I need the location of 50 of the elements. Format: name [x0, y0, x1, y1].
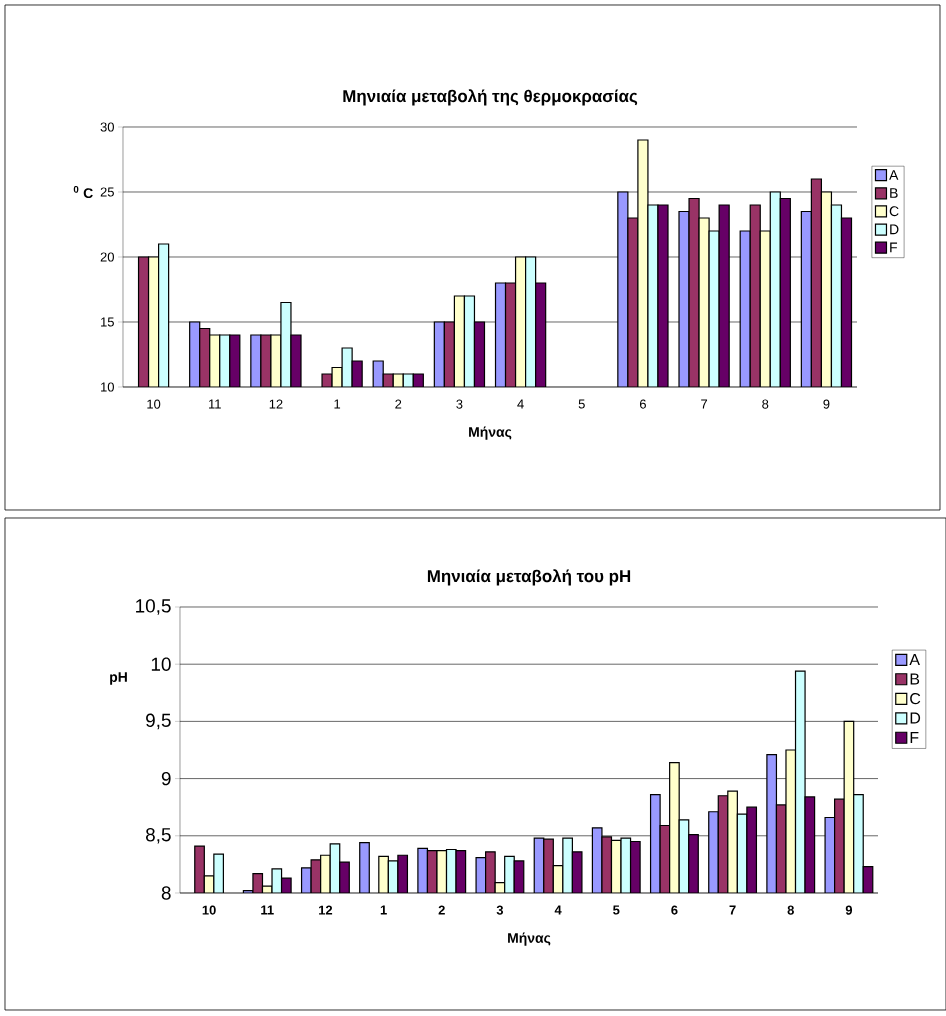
y-axis-title: $^{0}$ C — [73, 185, 93, 199]
x-axis-title: Μήνας — [469, 426, 512, 440]
x-tick-label: 7 — [729, 905, 736, 915]
x-tick-label: 3 — [456, 399, 463, 409]
y-tick-label: 8 — [161, 886, 171, 900]
x-tick-label: 12 — [269, 399, 283, 409]
x-tick-label: 5 — [578, 399, 585, 409]
x-tick-label: 6 — [639, 399, 646, 409]
x-tick-label: 4 — [554, 905, 562, 915]
x-tick-label: 2 — [438, 905, 445, 915]
legend-label: F — [910, 732, 919, 743]
legend-label: D — [910, 712, 921, 724]
legend-label: F — [890, 242, 898, 253]
y-tick-label: 20 — [100, 252, 114, 262]
legend-label: A — [889, 170, 899, 180]
legend-label: C — [889, 206, 899, 217]
y-tick-label: 25 — [100, 187, 114, 197]
x-tick-label: 5 — [613, 905, 620, 915]
x-tick-label: 9 — [823, 399, 830, 409]
y-tick-label: 10 — [151, 657, 171, 671]
x-tick-label: 2 — [395, 399, 402, 409]
y-tick-label: 10,5 — [136, 599, 171, 615]
x-tick-label: 1 — [334, 399, 341, 409]
chart-title: Μηνιαία μεταβολή του pH — [427, 569, 631, 586]
legend-label: C — [910, 692, 921, 705]
chart-title: Μηνιαία μεταβολή της θερμοκρασίας — [343, 89, 638, 106]
legend-label: B — [890, 188, 898, 198]
y-tick-label: 9 — [161, 771, 171, 786]
x-axis-title: Μήνας — [508, 932, 551, 946]
y-tick-label: 8,5 — [146, 827, 171, 844]
y-tick-label: 10 — [101, 382, 114, 392]
legend-label: D — [890, 224, 899, 235]
legend-label: B — [910, 673, 920, 685]
x-tick-label: 4 — [517, 399, 524, 409]
legend-label: A — [909, 654, 920, 666]
x-tick-label: 8 — [762, 399, 769, 409]
y-tick-label: 15 — [101, 317, 114, 327]
x-tick-label: 7 — [701, 399, 708, 409]
x-tick-label: 12 — [319, 905, 333, 915]
x-tick-label: 10 — [202, 905, 216, 915]
x-tick-label: 6 — [671, 905, 678, 915]
x-tick-label: 11 — [261, 905, 274, 915]
y-tick-label: 9,5 — [146, 713, 171, 730]
x-tick-label: 11 — [209, 399, 221, 409]
x-tick-label: 9 — [845, 905, 853, 915]
y-axis-title: pH — [110, 672, 127, 685]
x-tick-label: 8 — [787, 905, 794, 915]
y-tick-label: 30 — [100, 122, 114, 132]
x-tick-label: 3 — [496, 905, 504, 915]
x-tick-label: 1 — [380, 905, 387, 915]
